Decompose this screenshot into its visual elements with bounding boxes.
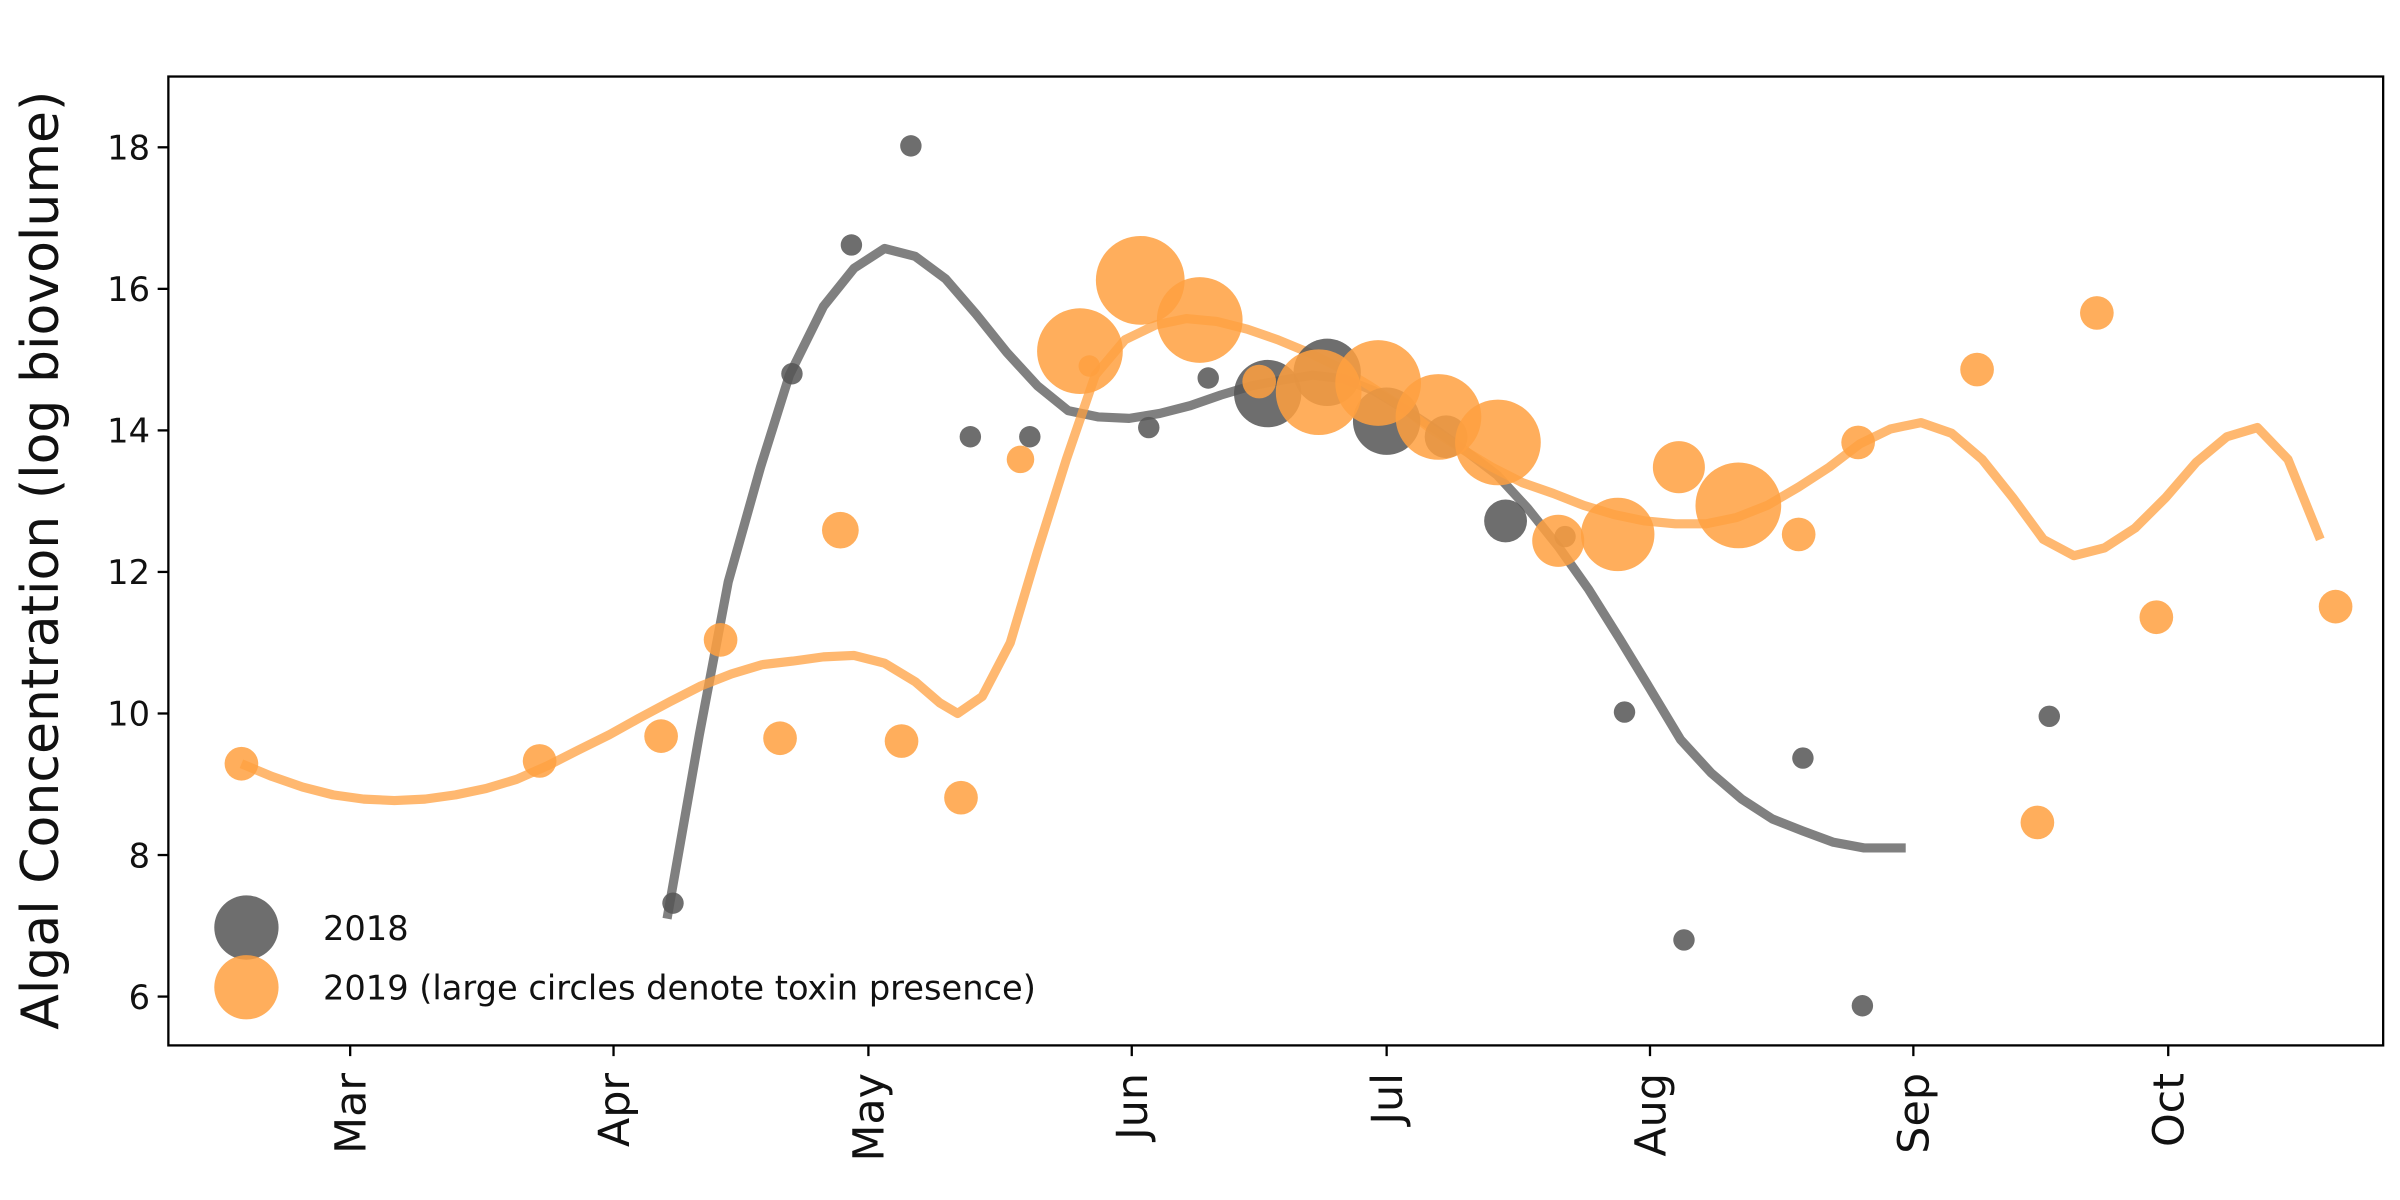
data-point [840, 234, 863, 256]
x-tick-label: Apr [590, 1073, 640, 1148]
data-point [1455, 399, 1541, 486]
data-point [662, 892, 684, 914]
data-point [522, 744, 557, 778]
data-point [2139, 600, 2174, 635]
data-point [1673, 929, 1695, 951]
data-point [1156, 277, 1243, 363]
x-tick-label: Mar [326, 1073, 376, 1154]
data-point [781, 363, 803, 385]
data-point [884, 724, 919, 758]
y-tick-label: 6 [129, 978, 150, 1017]
data-point [644, 719, 678, 753]
legend-marker [214, 895, 279, 960]
data-point [1484, 499, 1527, 543]
trend-line [239, 313, 2325, 806]
y-tick-label: 8 [129, 836, 150, 875]
data-point [1078, 355, 1101, 377]
data-point [2080, 296, 2114, 330]
data-point [703, 623, 738, 657]
data-point [1532, 514, 1585, 567]
data-point [1019, 426, 1041, 448]
legend-label: 2018 [323, 909, 409, 948]
trend-line [662, 243, 1906, 920]
data-point [1792, 747, 1814, 769]
x-tick-label: May [845, 1073, 895, 1162]
y-tick-label: 10 [107, 695, 150, 734]
plot-frame [167, 75, 2385, 1047]
data-point [1695, 462, 1782, 549]
x-tick-label: Jul [1363, 1073, 1413, 1128]
data-point [821, 511, 859, 549]
data-point [1242, 364, 1277, 399]
y-tick-label: 18 [107, 129, 150, 168]
data-point [763, 721, 797, 756]
y-tick-label: 16 [107, 270, 150, 309]
data-point [1006, 445, 1035, 474]
data-point [1580, 497, 1655, 572]
data-point [2020, 805, 2055, 840]
data-point [1851, 995, 1874, 1017]
data-point [2318, 589, 2353, 624]
x-tick-label: Sep [1890, 1073, 1940, 1154]
legend-marker [214, 955, 279, 1020]
data-point [1613, 701, 1636, 723]
legend-label: 2019 (large circles denote toxin presenc… [323, 968, 1036, 1007]
data-point [900, 135, 922, 157]
x-tick-label: Jun [1108, 1073, 1158, 1143]
data-point [1652, 441, 1705, 494]
data-point [1037, 308, 1123, 394]
x-tick-label: Oct [2145, 1073, 2195, 1147]
data-point [1841, 425, 1875, 460]
y-tick-label: 14 [107, 412, 150, 451]
data-point [2038, 705, 2061, 728]
data-point [944, 780, 978, 815]
data-point [1781, 517, 1816, 552]
y-tick-label: 12 [107, 553, 150, 592]
data-point [224, 746, 259, 781]
y-axis-label: Algal Concentration (log biovolume) [11, 91, 71, 1030]
data-point [1138, 416, 1160, 439]
data-point [1197, 367, 1219, 389]
data-point [1960, 352, 1994, 387]
data-point [959, 426, 982, 448]
x-tick-label: Aug [1626, 1073, 1676, 1157]
